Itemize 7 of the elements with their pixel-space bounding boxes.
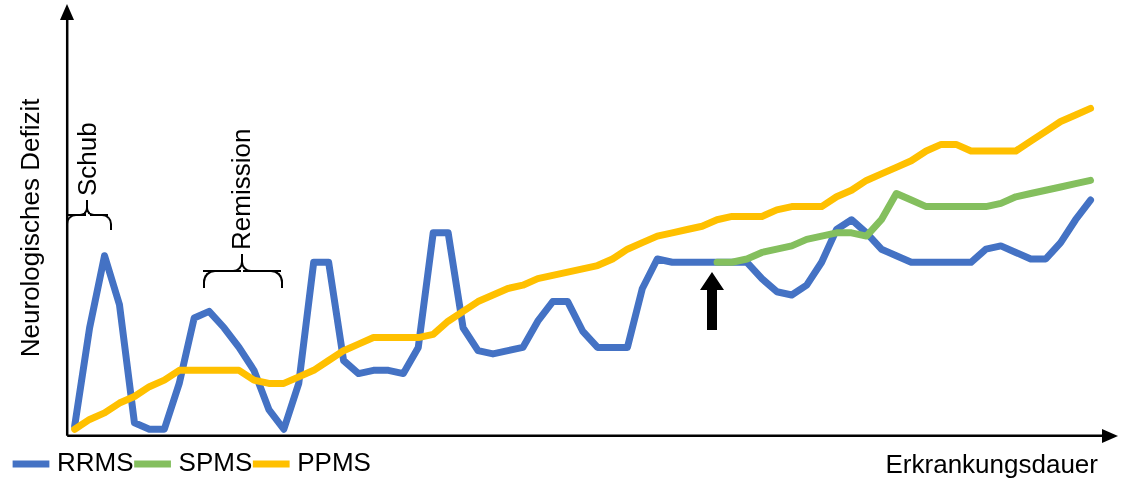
legend-label: SPMS	[178, 447, 253, 478]
x-axis-title: Erkrankungsdauer	[885, 448, 1099, 479]
y-axis-title: Neurologisches Defizit	[14, 97, 45, 358]
legend-label: PPMS	[297, 447, 371, 478]
annotation: Schub	[72, 122, 103, 196]
legend-label: RRMS	[57, 447, 134, 478]
annotation: Remission	[226, 128, 257, 250]
